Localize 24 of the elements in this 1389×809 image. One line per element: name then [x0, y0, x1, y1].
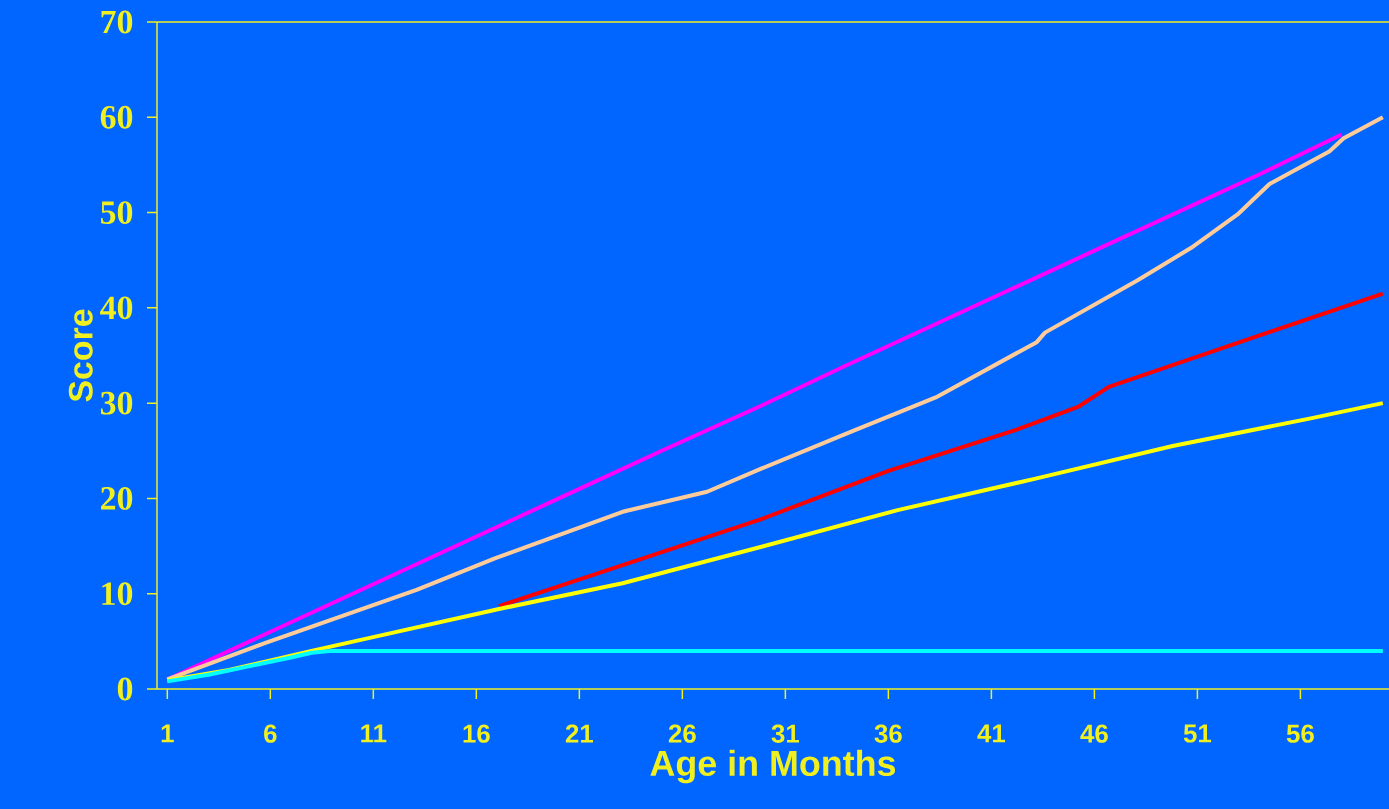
y-tick-label: 20 [101, 486, 133, 510]
x-tick-label: 26 [668, 724, 696, 743]
x-tick-label: 51 [1183, 724, 1212, 743]
x-tick-label: 11 [361, 724, 387, 743]
x-tick-label: 46 [1080, 724, 1108, 743]
line-series [497, 291, 1385, 609]
y-tick-label: 10 [102, 582, 133, 606]
x-tick-label: 6 [264, 724, 277, 743]
y-tick-label: 40 [100, 296, 133, 320]
x-tick-label: 21 [565, 724, 594, 743]
x-tick-label: 56 [1286, 724, 1314, 743]
x-tick-label: 1 [161, 724, 174, 743]
y-tick-label: 50 [100, 201, 133, 224]
x-axis-title: Age in Months [650, 749, 896, 784]
y-tick-label: 0 [117, 677, 133, 701]
x-tick-label: 41 [977, 724, 1006, 743]
x-tick-label: 31 [771, 724, 800, 743]
line-series [165, 648, 1385, 684]
y-tick-label: 30 [100, 391, 133, 415]
x-tick-label: 16 [463, 724, 490, 743]
y-tick-label: 70 [101, 10, 133, 34]
y-axis-title: Score [68, 309, 93, 402]
x-tick-label: 36 [874, 724, 902, 743]
y-tick-label: 60 [100, 105, 133, 129]
